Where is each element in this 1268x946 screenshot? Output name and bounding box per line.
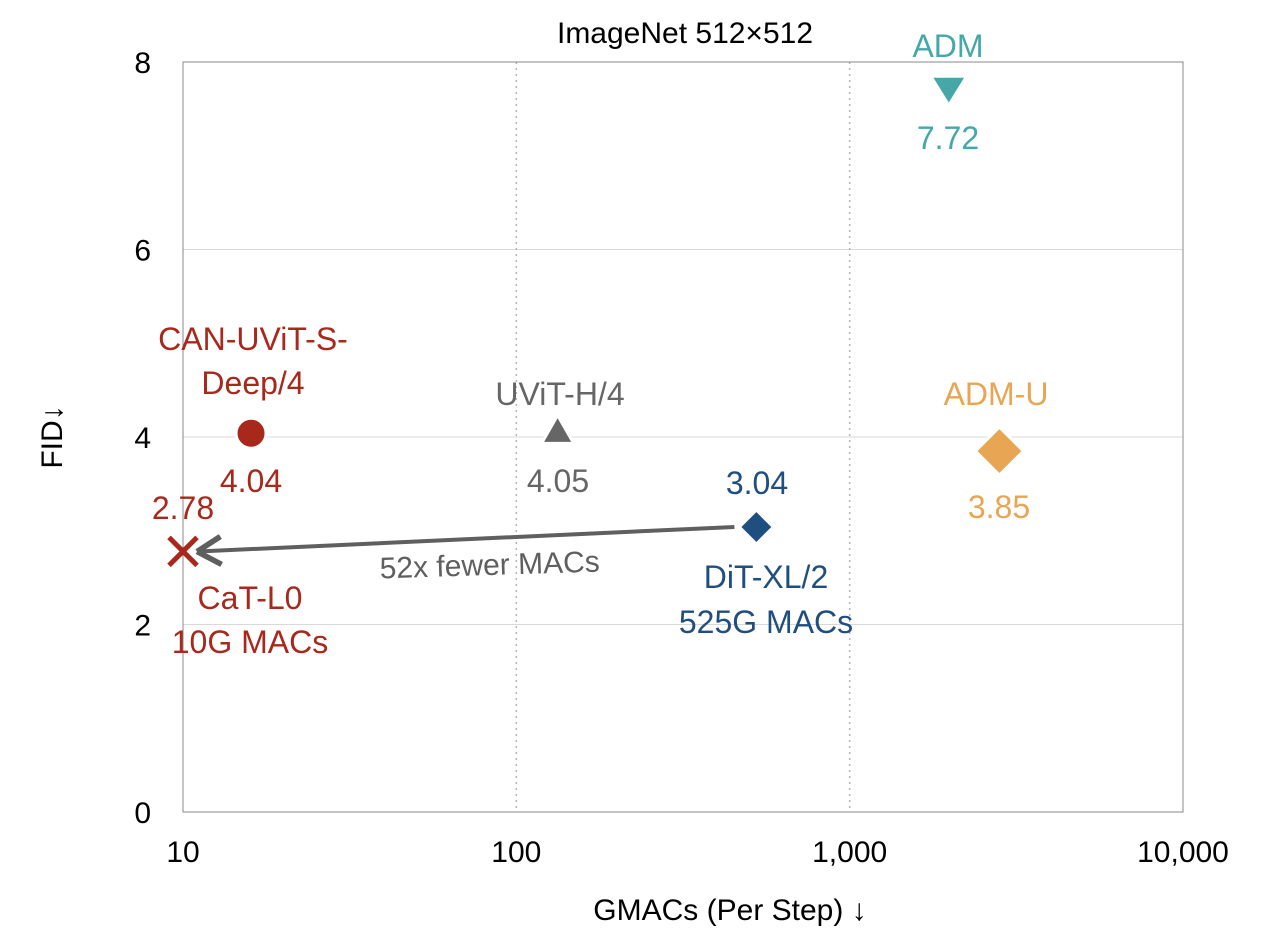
data-label: 2.78 <box>152 490 214 526</box>
point-label: Deep/4 <box>201 365 304 401</box>
data-label: 4.04 <box>220 463 282 499</box>
x-tick-label: 1,000 <box>812 836 887 869</box>
point-label: CAN-UViT-S- <box>158 321 348 357</box>
y-tick-label: 4 <box>134 422 151 455</box>
x-tick-label: 10,000 <box>1137 836 1229 869</box>
point-label: 10G MACs <box>172 624 328 660</box>
x-tick-label: 10 <box>166 836 199 869</box>
point-cat-l0 <box>167 535 199 568</box>
y-axis-label: FID↓ <box>36 405 69 468</box>
point-adm <box>928 74 970 109</box>
annotation-label: 52x fewer MACs <box>379 546 600 586</box>
point-can-uvit-s-deep-4 <box>234 416 268 450</box>
annotation-arrow <box>201 525 735 551</box>
x-tick-label: 100 <box>491 836 541 869</box>
point-label: CaT-L0 <box>198 580 303 616</box>
point-dit-xl-2 <box>737 507 776 547</box>
point-label: UViT-H/4 <box>495 376 624 412</box>
point-label: DiT-XL/2 <box>704 559 828 595</box>
data-label: 3.85 <box>968 489 1030 525</box>
plot-frame <box>182 61 1184 813</box>
y-tick-label: 6 <box>134 235 151 268</box>
chart-title: ImageNet 512×512 <box>557 17 813 50</box>
point-label: ADM <box>912 28 983 64</box>
y-tick-label: 8 <box>134 47 151 80</box>
point-uvit-h-4 <box>539 412 577 445</box>
x-axis-label: GMACs (Per Step) ↓ <box>593 894 866 927</box>
data-label: 3.04 <box>726 465 788 501</box>
data-label: 7.72 <box>917 120 979 156</box>
point-label: ADM-U <box>944 376 1049 412</box>
y-tick-label: 0 <box>134 797 151 830</box>
data-label: 4.05 <box>527 463 589 499</box>
point-label: 525G MACs <box>679 604 853 640</box>
y-tick-label: 2 <box>134 610 151 643</box>
point-adm-u <box>973 424 1026 478</box>
